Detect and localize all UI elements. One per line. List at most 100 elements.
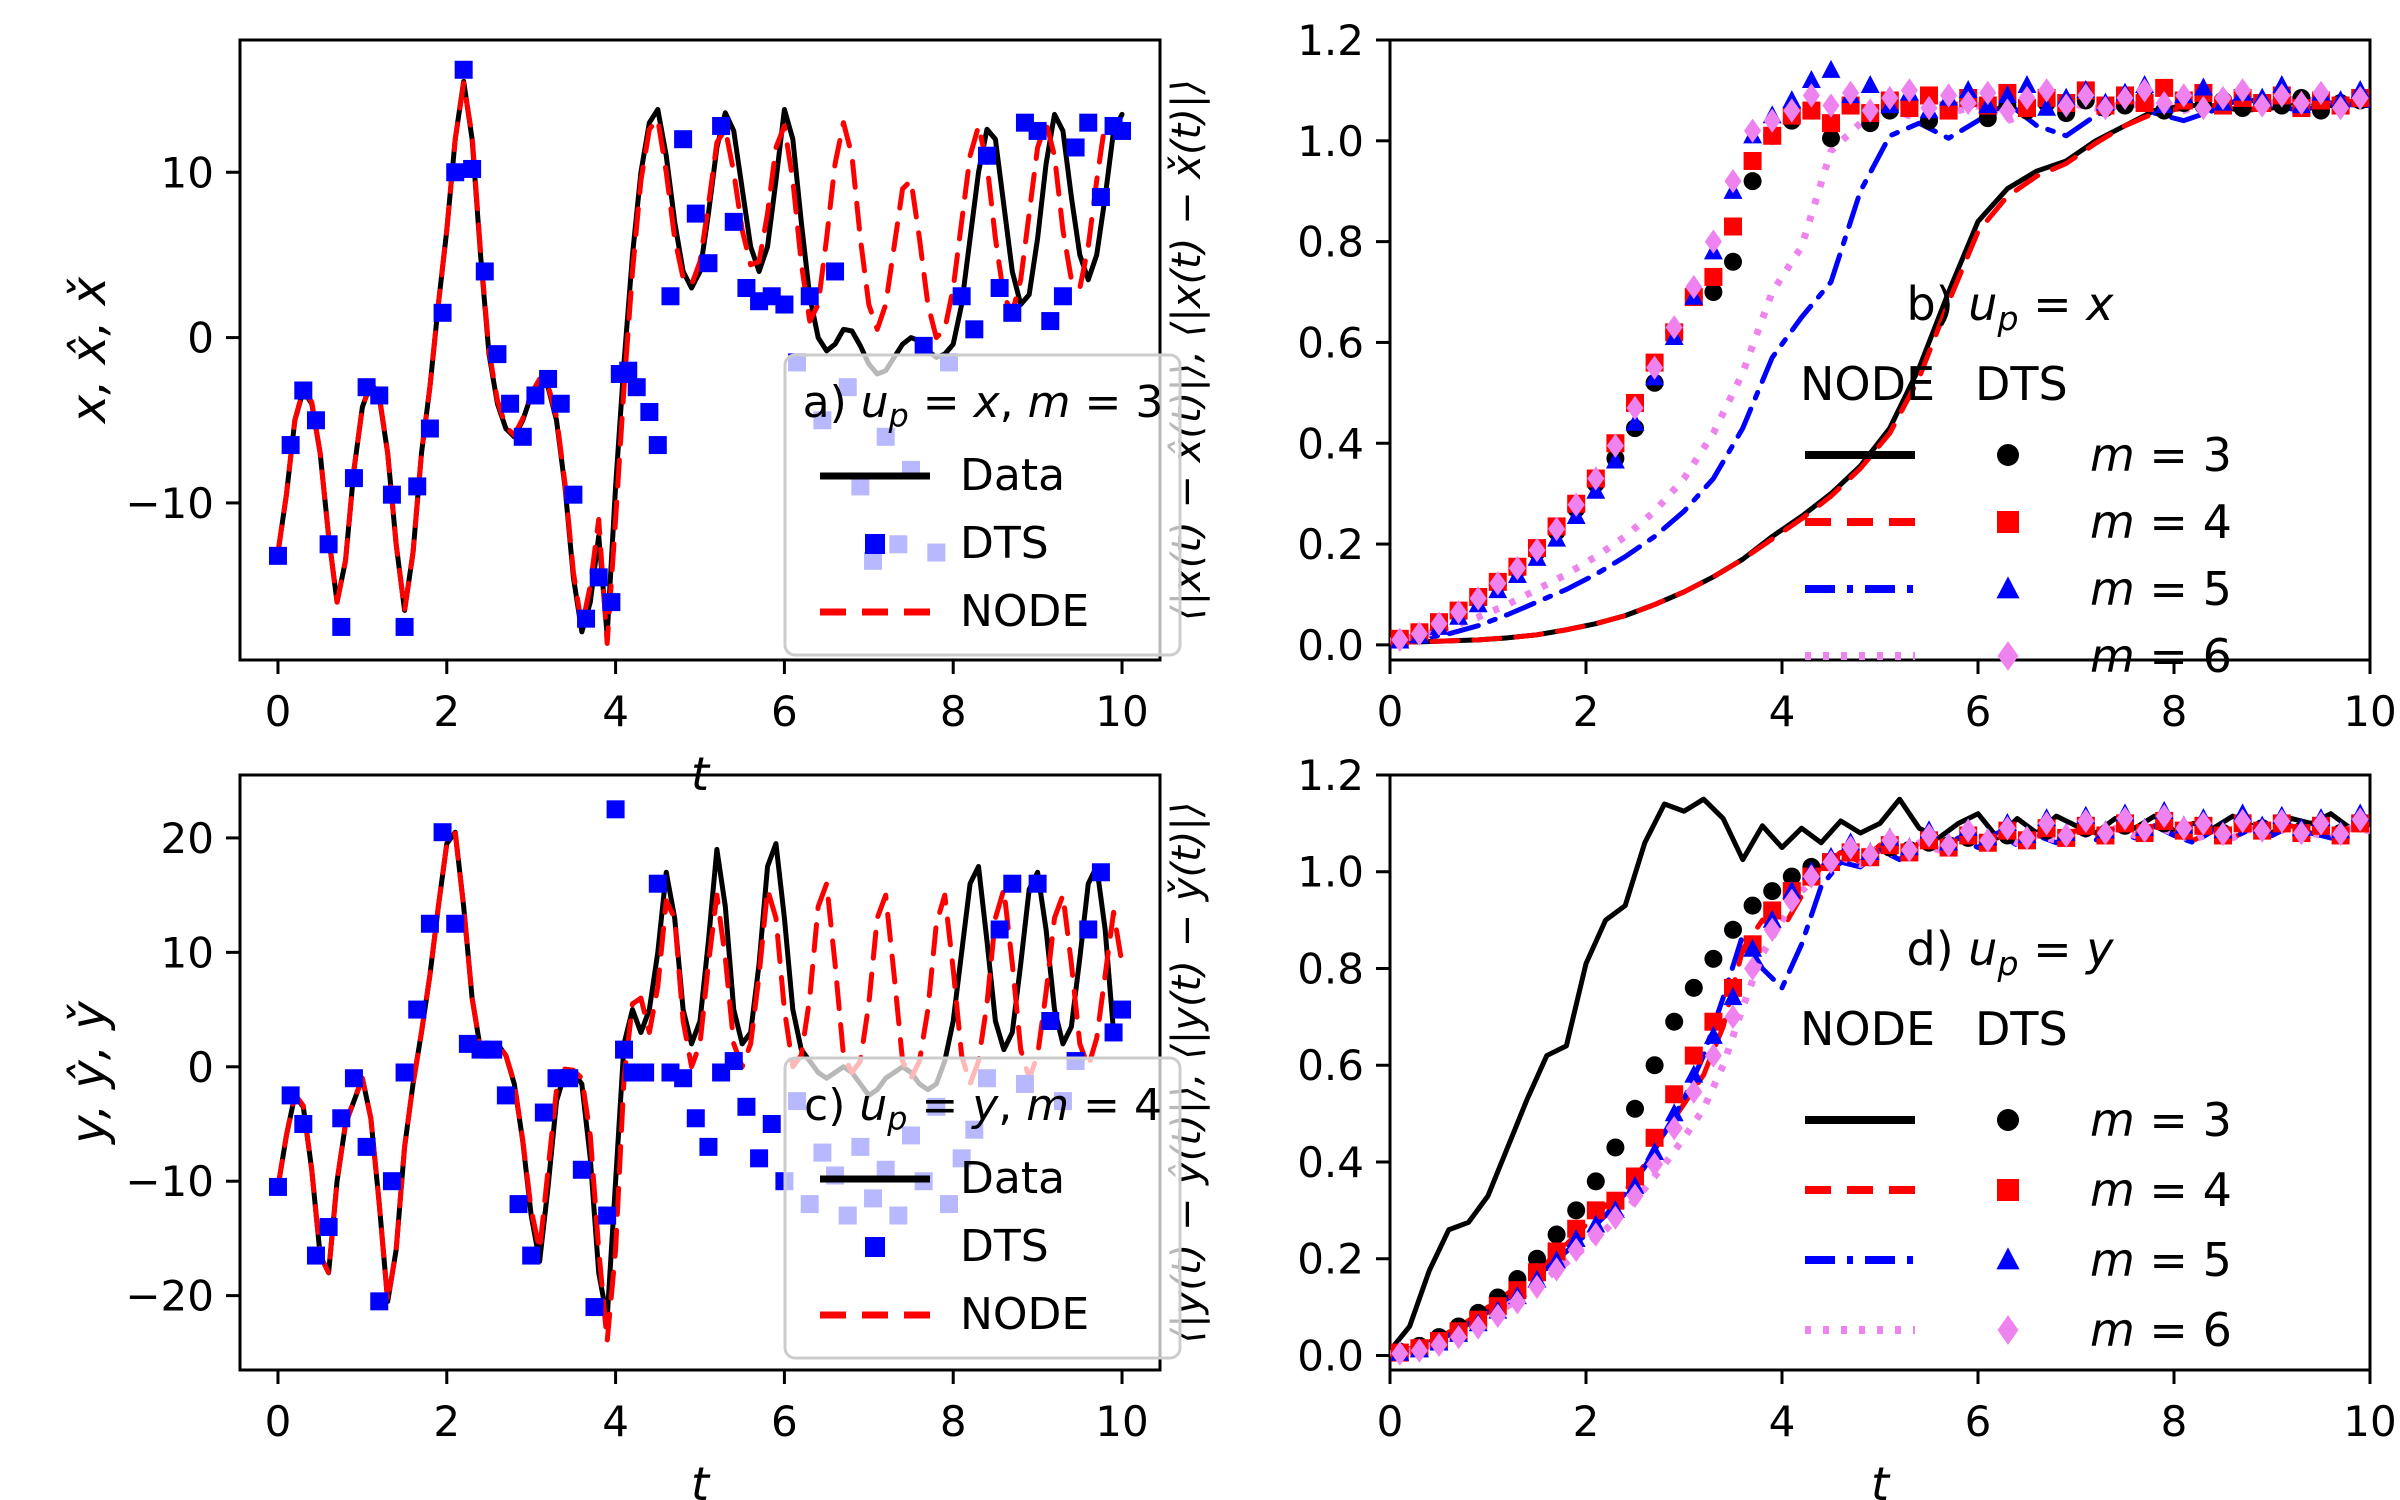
panel_b-yticklabel: 0.8 (1297, 218, 1364, 267)
data-point (1053, 287, 1072, 306)
data-point (501, 394, 520, 413)
panel_b-yticklabel: 0.4 (1297, 419, 1364, 468)
legend-marker (865, 1237, 885, 1257)
panel_d-xticklabel: 2 (1573, 1397, 1600, 1446)
legend-marker-circle (1997, 444, 2019, 466)
data-point (627, 378, 646, 397)
panel_d-group: 0 2 4 6 8 100.00.20.40.60.81.01.2⟨|y(t) − ŷ(t… (1164, 751, 2397, 1500)
data-point (281, 436, 300, 455)
data-point (534, 1103, 553, 1122)
panel_c-xticklabel: 0 (265, 1397, 292, 1446)
data-point (344, 1069, 363, 1088)
data-point (2194, 95, 2212, 121)
data-point (1450, 599, 1468, 625)
data-point (1626, 395, 1644, 421)
legend-header-node: NODE (1800, 357, 1935, 411)
data-point (1003, 303, 1022, 322)
data-point (2175, 816, 2193, 841)
data-point (1646, 355, 1664, 380)
legend-header-node: NODE (1800, 1002, 1935, 1056)
panel-tag-text: d) up = y (1907, 922, 2115, 983)
panel_b-xticklabel: 10 (2343, 687, 2396, 736)
data-point (2292, 820, 2310, 846)
data-point (1704, 949, 1723, 968)
data-point (294, 1114, 313, 1133)
data-point (2136, 818, 2154, 843)
panel-d-legend[interactable]: d) up = y NODE DTS m = 3 m = 4 m = 5 m = 6 (1800, 922, 2232, 1357)
panel_d-yticklabel: 0.8 (1297, 944, 1364, 993)
data-point (762, 1114, 781, 1133)
data-point (1586, 1201, 1605, 1220)
data-point (1528, 1274, 1546, 1299)
data-point (2017, 75, 2037, 94)
panel_b-yticklabel: 0.6 (1297, 318, 1364, 367)
panel_c-yticklabel: 20 (161, 814, 214, 863)
panel_d-yticklabel: 1.0 (1297, 848, 1364, 897)
data-point (1066, 138, 1085, 157)
legend-label: DTS (960, 518, 1049, 569)
panel_b-series-dts-m-6 (1391, 78, 2369, 652)
data-point (1743, 172, 1762, 191)
data-point (589, 568, 608, 587)
data-point (1900, 99, 1919, 118)
data-point (2135, 94, 2154, 113)
data-point (1104, 1023, 1123, 1042)
legend-box (783, 353, 1182, 657)
panel-a-legend[interactable]: a) up = x, m = 3 Data DTS NODE (783, 353, 1182, 657)
data-point (952, 287, 971, 306)
data-point (382, 1172, 401, 1191)
legend-marker-triangle (1996, 576, 2020, 599)
data-point (636, 1063, 655, 1082)
panel-c-legend[interactable]: c) up = y, m = 4 Data DTS NODE (783, 1056, 1182, 1360)
data-point (914, 336, 933, 355)
data-point (1548, 516, 1566, 542)
data-point (1665, 1115, 1683, 1141)
legend-label: NODE (960, 586, 1089, 637)
data-point (1802, 864, 1820, 889)
panel_b-xticklabel: 4 (1769, 687, 1796, 736)
data-point (1743, 151, 1762, 170)
data-point (1091, 188, 1110, 207)
data-point (1783, 888, 1801, 913)
data-point (775, 295, 794, 314)
data-point (1587, 1222, 1605, 1247)
data-point (1802, 101, 1821, 120)
data-point (560, 1069, 579, 1088)
data-point (1763, 882, 1782, 901)
data-point (1842, 80, 1860, 106)
data-point (395, 1063, 414, 1082)
panel-b-legend[interactable]: b) up = x NODE DTS m = 3 m = 4 m = 5 m = 6 (1800, 277, 2232, 683)
data-point (699, 1137, 718, 1156)
legend-label: m = 4 (2090, 495, 2232, 549)
data-point (1801, 69, 1821, 88)
data-point (1743, 896, 1762, 915)
data-point (2214, 85, 2232, 111)
panel_b-group: 0 2 4 6 8 100.00.20.40.60.81.01.2⟨|x(t) − x̂(… (1164, 16, 2397, 736)
data-point (724, 1052, 743, 1071)
data-point (1763, 917, 1781, 942)
panel_a-xticklabel: 8 (940, 687, 967, 736)
panel_a-yticklabel: 10 (161, 148, 214, 197)
panel_d-series-dts-m-6 (1391, 803, 2369, 1366)
panel-tag-text: a) up = x, m = 3 (803, 377, 1164, 435)
panel_a-xticklabel: 6 (771, 687, 798, 736)
panel_c-yticklabel: 10 (161, 928, 214, 977)
panel_b-series-node-m-5 (1390, 95, 2370, 645)
data-point (585, 1298, 604, 1317)
panel_c-series-node (275, 830, 1125, 1344)
data-point (1041, 312, 1060, 331)
legend-label: m = 3 (2090, 1093, 2232, 1147)
data-point (420, 914, 439, 933)
data-point (602, 593, 621, 612)
data-point (357, 1137, 376, 1156)
data-point (382, 485, 401, 504)
data-point (674, 1069, 693, 1088)
panel_c-xticklabel: 10 (1095, 1397, 1148, 1446)
data-point (509, 1195, 528, 1214)
panel_d-yticklabel: 0.2 (1297, 1235, 1364, 1284)
legend-box (783, 1056, 1182, 1360)
panel_d-xticklabel: 0 (1377, 1397, 1404, 1446)
data-point (1528, 537, 1546, 563)
data-point (1704, 1043, 1722, 1068)
